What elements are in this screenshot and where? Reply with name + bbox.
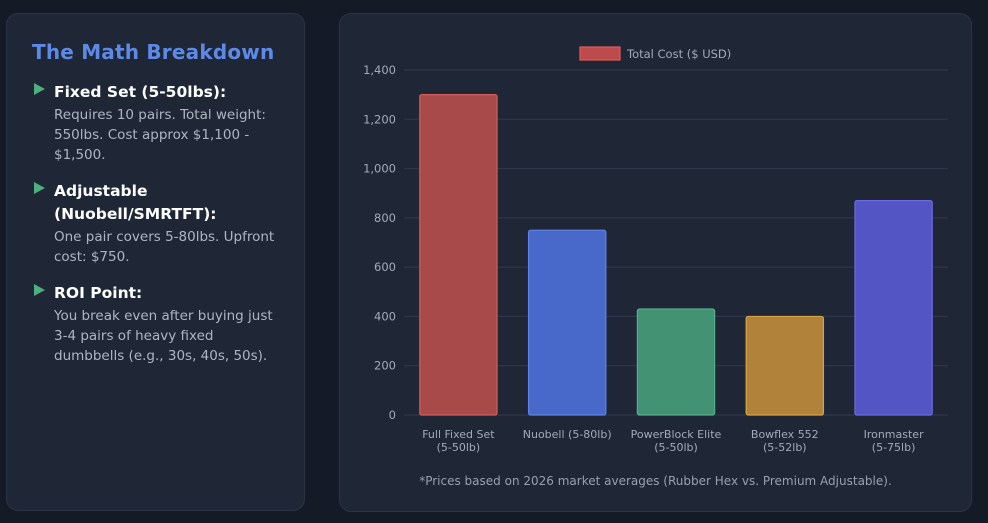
- triangle-right-icon: [34, 83, 45, 95]
- item-heading: ROI Point:: [54, 284, 143, 302]
- chart-panel: 0 200 400 600 800 1,000 1,200 1,400 Full Fixed S…: [339, 13, 972, 512]
- item-description: Requires 10 pairs. Total weight: 550lbs.…: [54, 107, 266, 163]
- x-tick-label: (5-52lb): [763, 441, 807, 454]
- math-breakdown-panel: The Math Breakdown Fixed Set (5-50lbs): …: [6, 13, 305, 511]
- legend-swatch: [579, 46, 621, 61]
- breakdown-item-adjustable: Adjustable (Nuobell/SMRTFT): One pair co…: [32, 180, 282, 267]
- x-tick-label: (5-75lb): [872, 441, 916, 454]
- y-tick-label: 1,000: [363, 162, 396, 176]
- cost-bar-chart: 0 200 400 600 800 1,000 1,200 1,400 Full Fixed S…: [363, 46, 948, 454]
- x-tick-label: Bowflex 552: [751, 428, 819, 441]
- y-tick-label: 1,200: [363, 112, 396, 126]
- x-tick-label: (5-50lb): [654, 441, 698, 454]
- bar: [636, 308, 716, 416]
- y-tick-label: 1,400: [363, 63, 396, 77]
- breakdown-item-roi-point: ROI Point: You break even after buying j…: [32, 282, 282, 366]
- y-tick-label: 600: [374, 260, 396, 274]
- item-description: You break even after buying just 3-4 pai…: [54, 308, 273, 364]
- y-tick-label: 0: [389, 408, 396, 422]
- item-heading: Fixed Set (5-50lbs):: [54, 83, 227, 101]
- triangle-right-icon: [34, 284, 45, 296]
- breakdown-item-fixed-set: Fixed Set (5-50lbs): Requires 10 pairs. …: [32, 81, 282, 165]
- bar: [419, 94, 498, 416]
- triangle-right-icon: [34, 182, 45, 194]
- bar: [527, 229, 607, 416]
- x-tick-label: Full Fixed Set: [422, 428, 495, 441]
- legend-label[interactable]: Total Cost ($ USD): [626, 47, 731, 61]
- item-heading: Adjustable (Nuobell/SMRTFT):: [54, 182, 217, 223]
- panel-title: The Math Breakdown: [32, 40, 275, 64]
- item-description: One pair covers 5-80lbs. Upfront cost: $…: [54, 229, 275, 265]
- x-tick-label: Nuobell (5-80lb): [523, 428, 612, 441]
- chart-footnote: *Prices based on 2026 market averages (R…: [419, 474, 892, 488]
- y-tick-label: 200: [374, 359, 396, 373]
- x-tick-label: Ironmaster: [864, 428, 924, 441]
- bar: [745, 315, 825, 416]
- y-tick-label: 400: [374, 309, 396, 323]
- x-tick-label: (5-50lb): [437, 441, 481, 454]
- bar: [854, 200, 933, 416]
- x-tick-label: PowerBlock Elite: [631, 428, 722, 441]
- y-tick-label: 800: [374, 211, 396, 225]
